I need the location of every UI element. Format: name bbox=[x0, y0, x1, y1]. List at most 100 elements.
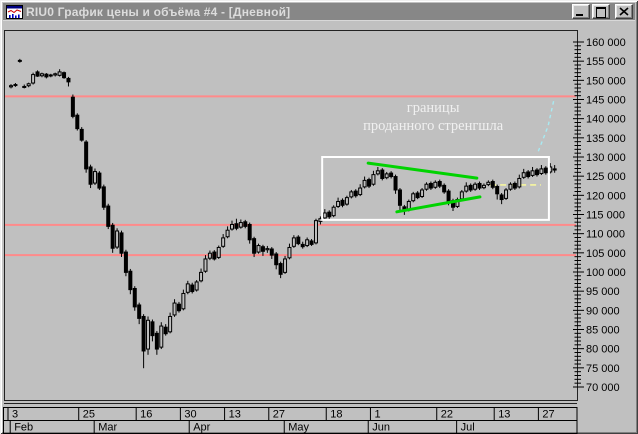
candle-body bbox=[530, 170, 535, 176]
candle-body bbox=[172, 302, 177, 316]
candle-body bbox=[283, 258, 288, 273]
candle-body bbox=[159, 325, 164, 348]
close-button[interactable] bbox=[615, 4, 633, 19]
maximize-button[interactable] bbox=[592, 4, 610, 19]
candle-body bbox=[57, 71, 62, 76]
candle-body bbox=[459, 191, 464, 200]
month-label: Mar bbox=[98, 422, 117, 434]
candle-body bbox=[66, 77, 71, 83]
annotation-text: границы bbox=[407, 100, 460, 116]
candle-body bbox=[495, 186, 500, 195]
candle-body bbox=[393, 176, 398, 191]
month-label: Jun bbox=[372, 422, 390, 434]
day-tick-label: 1 bbox=[374, 409, 380, 421]
candle-body bbox=[349, 191, 354, 198]
candle-body bbox=[181, 292, 186, 310]
candle-body bbox=[88, 166, 93, 185]
candle-body bbox=[9, 85, 13, 88]
candle-body bbox=[291, 237, 296, 247]
minimize-button[interactable] bbox=[572, 4, 590, 19]
candle-body bbox=[137, 304, 142, 319]
candle-body bbox=[526, 171, 531, 178]
candle-body bbox=[468, 184, 473, 191]
y-axis-label: 110 000 bbox=[586, 229, 625, 241]
candle-body bbox=[260, 246, 265, 252]
window-title: RIU0 График цены и объёма #4 - [Дневной] bbox=[26, 4, 291, 19]
candle-body bbox=[216, 246, 221, 258]
candle-body bbox=[185, 283, 190, 293]
y-axis-label: 70 000 bbox=[586, 382, 620, 394]
candle-body bbox=[344, 197, 349, 205]
candle-body bbox=[415, 192, 420, 199]
price-volume-chart-icon bbox=[6, 4, 23, 19]
candle-body bbox=[287, 246, 292, 259]
candle-body bbox=[203, 258, 208, 272]
candle-body bbox=[265, 248, 270, 251]
candle-body bbox=[79, 128, 84, 141]
candle-body bbox=[367, 179, 372, 187]
candle-body bbox=[508, 183, 513, 190]
candle-body bbox=[39, 73, 44, 77]
candle-body bbox=[207, 252, 212, 259]
candle-body bbox=[296, 236, 301, 245]
candle-body bbox=[534, 169, 539, 176]
candle-body bbox=[119, 232, 124, 254]
y-axis-label: 125 000 bbox=[586, 171, 626, 183]
candle-body bbox=[243, 221, 248, 227]
candle-body bbox=[481, 184, 486, 189]
y-axis-label: 140 000 bbox=[586, 114, 626, 126]
trend-line bbox=[395, 195, 482, 214]
candle-body bbox=[504, 189, 509, 199]
candle-body bbox=[486, 181, 491, 186]
y-axis-label: 150 000 bbox=[586, 75, 626, 87]
day-tick-label: 13 bbox=[229, 409, 241, 421]
candle-body bbox=[110, 224, 115, 249]
candle-body bbox=[353, 190, 358, 197]
candle-body bbox=[146, 319, 151, 350]
y-axis-label: 135 000 bbox=[586, 133, 626, 145]
candle-body bbox=[150, 321, 155, 337]
trend-line bbox=[366, 161, 479, 180]
candle-body bbox=[163, 326, 168, 335]
candle-body bbox=[428, 182, 433, 189]
day-tick-label: 18 bbox=[330, 409, 342, 421]
candle-body bbox=[194, 281, 199, 291]
month-label: Feb bbox=[14, 422, 33, 434]
y-axis-label: 90 000 bbox=[586, 305, 620, 317]
y-axis-label: 75 000 bbox=[586, 363, 620, 375]
candle-body bbox=[521, 172, 526, 178]
candle-body bbox=[539, 168, 544, 174]
candle-body bbox=[274, 253, 279, 266]
day-tick-label: 27 bbox=[542, 409, 554, 421]
candle-body bbox=[31, 74, 36, 84]
candle-body bbox=[225, 229, 230, 238]
candle-body bbox=[168, 315, 173, 333]
minimize-icon bbox=[576, 14, 583, 16]
candle-body bbox=[375, 170, 380, 175]
candle-body bbox=[389, 172, 394, 178]
y-axis-label: 95 000 bbox=[586, 286, 620, 298]
candle-body bbox=[442, 184, 447, 193]
candle-body bbox=[234, 223, 239, 229]
candle-body bbox=[420, 189, 425, 197]
window-title-bar[interactable]: RIU0 График цены и объёма #4 - [Дневной] bbox=[3, 3, 635, 21]
candle-body bbox=[70, 96, 75, 117]
month-label: Jul bbox=[461, 422, 475, 434]
candle-body bbox=[437, 181, 442, 187]
window-controls bbox=[572, 4, 633, 19]
close-icon bbox=[619, 7, 629, 16]
candle-body bbox=[230, 223, 234, 230]
highlight-box bbox=[321, 156, 550, 221]
candle-body bbox=[26, 83, 31, 87]
candle-body bbox=[327, 211, 332, 218]
candle-body bbox=[543, 167, 548, 174]
candle-body bbox=[92, 171, 97, 184]
candle-body bbox=[199, 271, 204, 282]
candle-body bbox=[62, 72, 67, 79]
candle-body bbox=[384, 173, 389, 179]
candle-body bbox=[336, 200, 341, 207]
candle-body bbox=[190, 284, 195, 293]
candle-body bbox=[433, 181, 438, 188]
